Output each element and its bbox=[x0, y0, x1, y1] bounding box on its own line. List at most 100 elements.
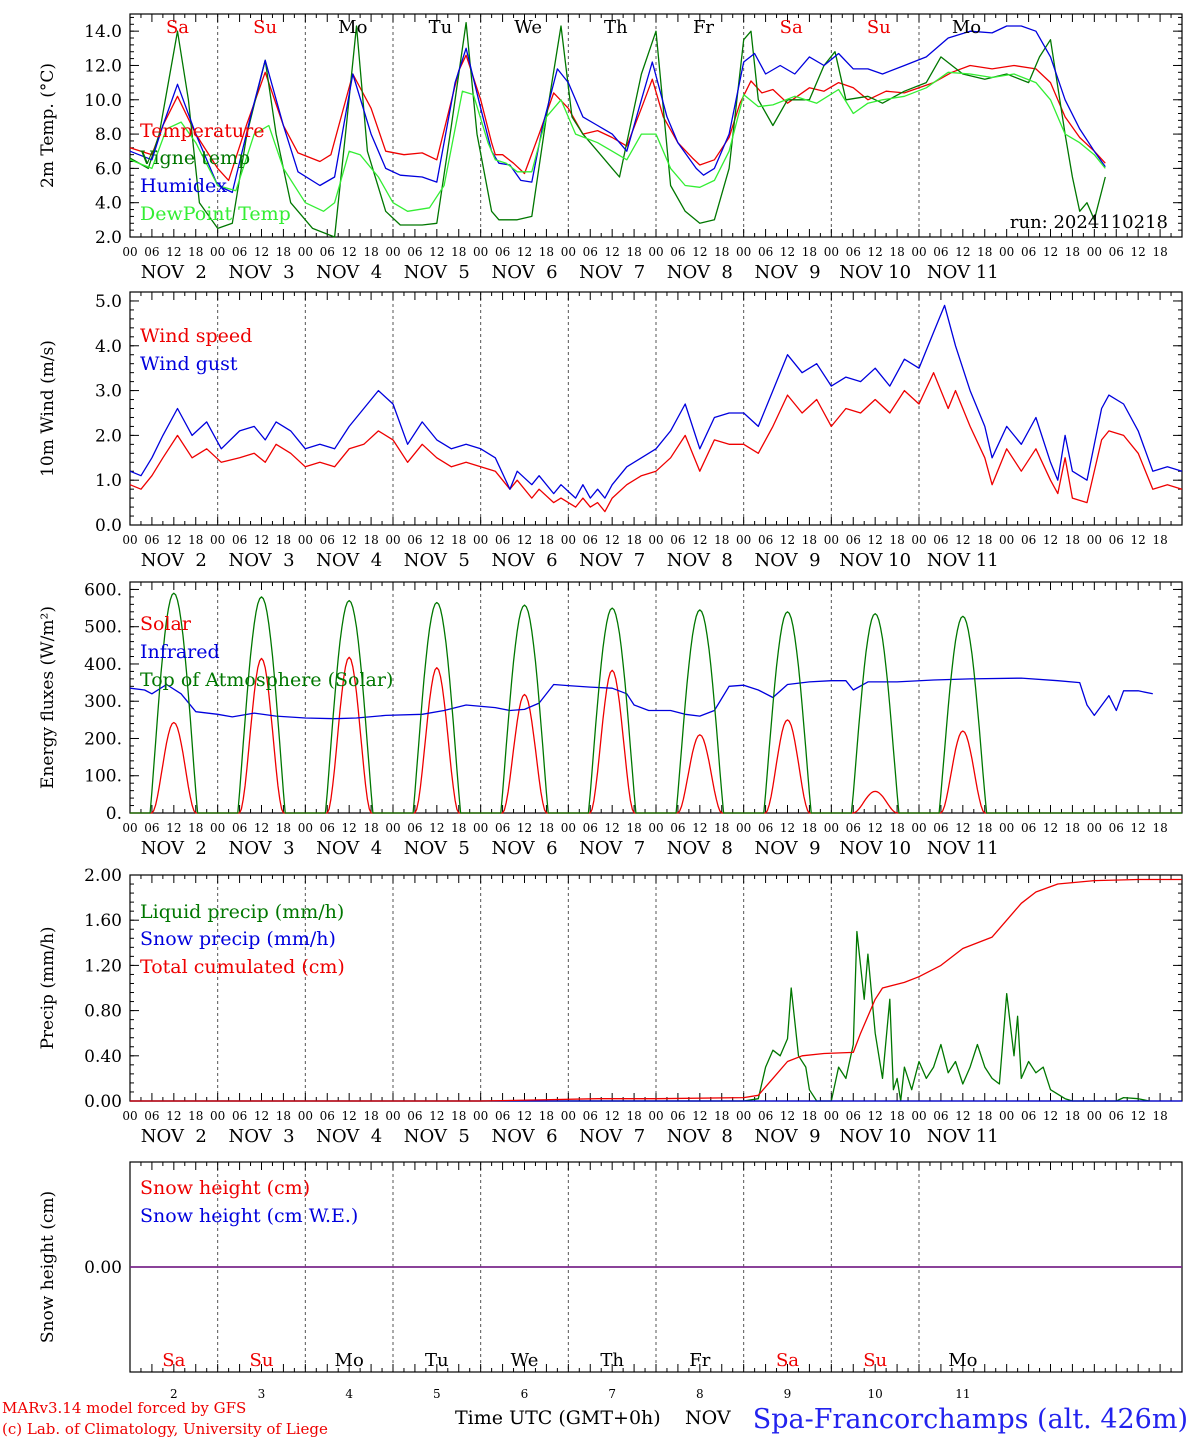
y-tick-label: 0.80 bbox=[84, 1002, 122, 1022]
x-axis-month: NOV bbox=[685, 1407, 731, 1429]
legend-entry: Wind speed bbox=[140, 325, 252, 347]
hour-label: 18 bbox=[977, 1109, 992, 1123]
weekday-label: We bbox=[511, 1350, 539, 1371]
hour-label: 06 bbox=[583, 821, 598, 835]
hour-label: 12 bbox=[166, 821, 181, 835]
hour-label: 06 bbox=[1109, 821, 1124, 835]
hour-label: 18 bbox=[802, 821, 817, 835]
hour-label: 06 bbox=[144, 1109, 159, 1123]
hour-label: 12 bbox=[1043, 245, 1058, 259]
legend-entry: Snow height (cm W.E.) bbox=[140, 1205, 358, 1227]
y-tick-label: 1.20 bbox=[84, 956, 122, 976]
hour-label: 18 bbox=[626, 245, 641, 259]
day-number-label: 3 bbox=[258, 1387, 266, 1401]
hour-label: 18 bbox=[1152, 245, 1167, 259]
series-line-infrared bbox=[129, 677, 1153, 720]
y-axis-title: 2m Temp. (°C) bbox=[38, 63, 58, 188]
hour-label: 12 bbox=[1131, 1109, 1146, 1123]
hour-label: 00 bbox=[1087, 533, 1102, 547]
y-tick-label: 500. bbox=[84, 618, 122, 638]
day-number-label: 6 bbox=[521, 1387, 529, 1401]
hour-label: 12 bbox=[1043, 1109, 1058, 1123]
hour-label: 12 bbox=[692, 533, 707, 547]
day-label: NOV 9 bbox=[754, 262, 820, 283]
hour-label: 12 bbox=[780, 245, 795, 259]
y-axis-title: Precip (mm/h) bbox=[38, 926, 58, 1049]
hour-label: 12 bbox=[1043, 533, 1058, 547]
weekday-label: Mo bbox=[338, 17, 367, 38]
hour-label: 12 bbox=[955, 245, 970, 259]
day-label: NOV 11 bbox=[927, 262, 999, 283]
hour-label: 18 bbox=[802, 1109, 817, 1123]
day-label: NOV 2 bbox=[141, 550, 207, 571]
weekday-label: Mo bbox=[335, 1350, 364, 1371]
y-axis-title: Snow height (cm) bbox=[38, 1191, 58, 1343]
hour-label: 00 bbox=[824, 533, 839, 547]
hour-label: 00 bbox=[736, 533, 751, 547]
y-tick-label: 8.0 bbox=[95, 125, 122, 145]
y-tick-label: 2.0 bbox=[95, 426, 122, 446]
legend-entry: Liquid precip (mm/h) bbox=[140, 901, 344, 923]
day-label: NOV 10 bbox=[839, 1126, 911, 1147]
hour-label: 18 bbox=[802, 245, 817, 259]
day-label: NOV 3 bbox=[228, 262, 294, 283]
panel-5: 0.00 Snow height (cm) Snow height (cm) Snow… bbox=[38, 1161, 1183, 1401]
hour-label: 06 bbox=[846, 533, 861, 547]
weekday-label: Sa bbox=[776, 1350, 799, 1371]
hour-label: 06 bbox=[933, 245, 948, 259]
hour-label: 00 bbox=[999, 245, 1014, 259]
hour-label: 12 bbox=[517, 533, 532, 547]
weekday-label: Fr bbox=[689, 1350, 710, 1371]
day-label: NOV 6 bbox=[491, 1126, 557, 1147]
hour-label: 12 bbox=[868, 245, 883, 259]
hour-label: 18 bbox=[714, 1109, 729, 1123]
station-name: Spa-Francorchamps (alt. 426m) bbox=[753, 1404, 1188, 1435]
series-line-total-cumulated-cm bbox=[130, 878, 1182, 1102]
y-axis-title: Energy fluxes (W/m²) bbox=[38, 606, 58, 789]
hour-label: 12 bbox=[517, 821, 532, 835]
hour-label: 06 bbox=[320, 533, 335, 547]
legend-entry: Humidex bbox=[140, 175, 227, 197]
hour-label: 00 bbox=[385, 1109, 400, 1123]
hour-label: 06 bbox=[933, 1109, 948, 1123]
hour-label: 06 bbox=[495, 821, 510, 835]
legend-entry: Total cumulated (cm) bbox=[140, 956, 345, 978]
hour-label: 12 bbox=[692, 1109, 707, 1123]
day-label: NOV 5 bbox=[404, 838, 470, 859]
weekday-label: Fr bbox=[693, 17, 714, 38]
hour-label: 12 bbox=[254, 821, 269, 835]
day-number-label: 5 bbox=[433, 1387, 441, 1401]
y-tick-label: 0.00 bbox=[84, 1092, 122, 1112]
hour-label: 12 bbox=[605, 1109, 620, 1123]
hour-label: 06 bbox=[846, 245, 861, 259]
hour-label: 18 bbox=[1065, 245, 1080, 259]
hour-label: 12 bbox=[429, 533, 444, 547]
hour-label: 00 bbox=[298, 821, 313, 835]
hour-label: 12 bbox=[780, 821, 795, 835]
y-tick-label: 2.0 bbox=[95, 228, 122, 248]
hour-label: 18 bbox=[276, 245, 291, 259]
day-label: NOV 4 bbox=[316, 838, 382, 859]
day-number-label: 11 bbox=[955, 1387, 970, 1401]
hour-label: 18 bbox=[188, 821, 203, 835]
hour-label: 06 bbox=[758, 1109, 773, 1123]
hour-label: 00 bbox=[298, 533, 313, 547]
hour-label: 12 bbox=[166, 1109, 181, 1123]
hour-label: 00 bbox=[385, 245, 400, 259]
y-tick-label: 1.60 bbox=[84, 911, 122, 931]
hour-label: 12 bbox=[429, 245, 444, 259]
day-label: NOV 10 bbox=[839, 262, 911, 283]
legend-entry: Snow precip (mm/h) bbox=[140, 928, 336, 950]
hour-label: 18 bbox=[363, 821, 378, 835]
series-line-dewpoint-temp bbox=[129, 71, 1106, 212]
hour-label: 12 bbox=[429, 1109, 444, 1123]
hour-label: 06 bbox=[1109, 1109, 1124, 1123]
run-annotation: run: 2024110218 bbox=[1010, 212, 1168, 233]
hour-label: 12 bbox=[868, 533, 883, 547]
day-number-label: 7 bbox=[608, 1387, 616, 1401]
hour-label: 00 bbox=[473, 245, 488, 259]
hour-label: 18 bbox=[276, 1109, 291, 1123]
y-tick-label: 12.0 bbox=[84, 56, 122, 76]
hour-label: 18 bbox=[188, 245, 203, 259]
